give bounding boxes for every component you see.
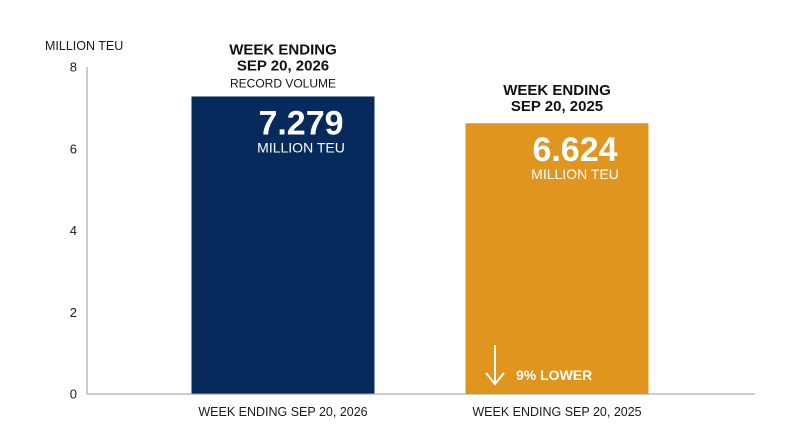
x-tick-label: WEEK ENDING SEP 20, 2025 <box>472 405 641 419</box>
bar-unit-label: MILLION TEU <box>257 139 345 155</box>
bar-annotation-label: 9% LOWER <box>516 367 592 383</box>
y-axis: 0 2 4 6 8 <box>70 60 88 402</box>
y-tick-label: 8 <box>70 60 77 75</box>
bar <box>191 96 375 394</box>
bar-value-label: 7.279 <box>258 104 343 142</box>
bar-header-label: SEP 20, 2026 <box>237 57 329 74</box>
down-arrow-head <box>485 372 505 386</box>
bar-header-label: WEEK ENDING <box>503 82 611 99</box>
bar-value-label: 6.624 <box>532 131 617 169</box>
y-axis-label: MILLION TEU <box>45 39 123 53</box>
x-tick-label: WEEK ENDING SEP 20, 2026 <box>198 405 367 419</box>
down-arrow-icon <box>485 345 505 386</box>
bar-header-label: WEEK ENDING <box>229 41 337 58</box>
y-tick-label: 0 <box>70 387 77 402</box>
y-tick-label: 6 <box>70 141 77 156</box>
bar-subheader-label: RECORD VOLUME <box>230 76 336 90</box>
y-tick-label: 4 <box>70 223 77 238</box>
bar-unit-label: MILLION TEU <box>531 166 619 182</box>
bar-header-label: SEP 20, 2025 <box>511 98 603 115</box>
x-axis: WEEK ENDING SEP 20, 2026 WEEK ENDING SEP … <box>87 393 755 419</box>
y-tick-label: 2 <box>70 305 77 320</box>
